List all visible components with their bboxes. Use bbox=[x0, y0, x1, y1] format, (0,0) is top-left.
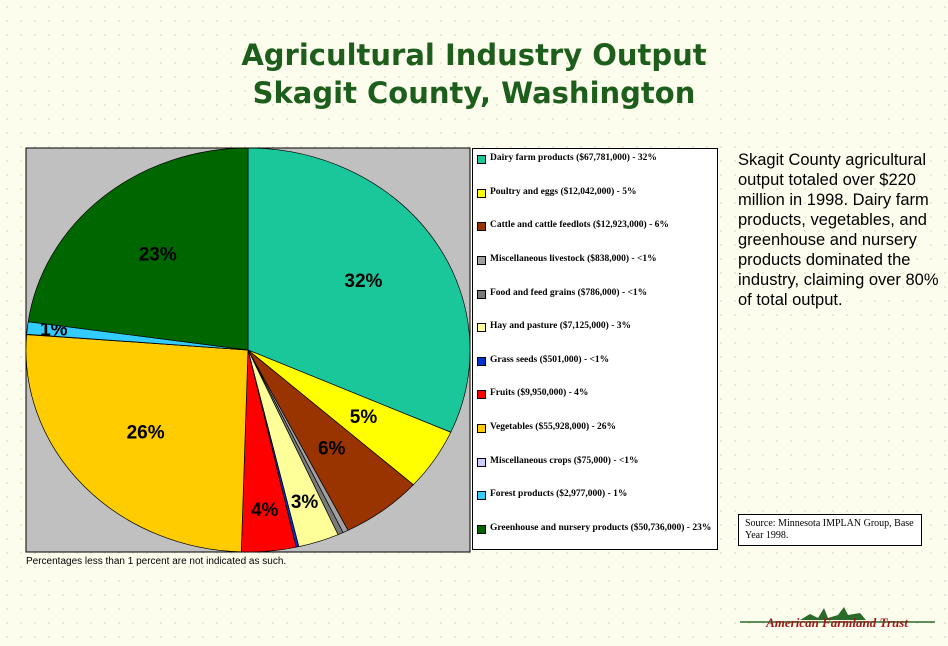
legend-label: Forest products ($2,977,000) - 1% bbox=[490, 489, 628, 500]
summary-text: Skagit County agricultural output totale… bbox=[738, 151, 939, 309]
legend-label: Dairy farm products ($67,781,000) - 32% bbox=[490, 153, 657, 163]
footnote: Percentages less than 1 percent are not … bbox=[26, 556, 287, 567]
legend-swatch bbox=[477, 457, 486, 467]
title: Skagit County, Washington bbox=[252, 76, 696, 110]
legend-item: Dairy farm products ($67,781,000) - 32% bbox=[476, 153, 714, 175]
legend-swatch bbox=[477, 289, 486, 299]
legend-item: Food and feed grains ($786,000) - <1% bbox=[476, 288, 714, 310]
legend-swatch bbox=[477, 491, 486, 501]
legend-swatch bbox=[477, 255, 486, 265]
legend-label: Miscellaneous livestock ($838,000) - <1% bbox=[490, 253, 657, 264]
legend-swatch bbox=[477, 222, 486, 232]
legend-item: Grass seeds ($501,000) - <1% bbox=[476, 355, 714, 377]
legend-label: Grass seeds ($501,000) - <1% bbox=[490, 354, 610, 365]
data-label: 6% bbox=[318, 438, 346, 459]
legend-swatch bbox=[477, 424, 486, 433]
pie-slice bbox=[247, 147, 471, 433]
logo-icon bbox=[800, 607, 866, 620]
legend-item: Hay and pasture ($7,125,000) - 3% bbox=[476, 321, 714, 343]
legend-item: Vegetables ($55,928,000) - 26% bbox=[476, 422, 714, 444]
legend: Dairy farm products ($67,781,000) - 32% P… bbox=[472, 148, 718, 550]
data-label: 4% bbox=[251, 500, 279, 521]
legend-label: Fruits ($9,950,000) - 4% bbox=[490, 388, 589, 399]
source-note: Source: Minnesota IMPLAN Group, Base Yea… bbox=[738, 514, 922, 546]
legend-swatch bbox=[477, 323, 486, 333]
data-label: 32% bbox=[344, 271, 382, 292]
legend-label: Greenhouse and nursery products ($50,736… bbox=[490, 522, 712, 533]
data-label: 5% bbox=[350, 407, 378, 428]
legend-label: Vegetables ($55,928,000) - 26% bbox=[490, 422, 617, 432]
data-label: 23% bbox=[139, 244, 177, 265]
legend-item: Poultry and eggs ($12,042,000) - 5% bbox=[476, 187, 714, 209]
legend-swatch bbox=[477, 390, 486, 400]
legend-label: Poultry and eggs ($12,042,000) - 5% bbox=[490, 186, 637, 197]
legend-swatch bbox=[477, 155, 486, 164]
legend-label: Miscellaneous crops ($75,000) - <1% bbox=[490, 455, 639, 466]
legend-swatch bbox=[477, 356, 486, 366]
legend-item: Miscellaneous livestock ($838,000) - <1% bbox=[476, 254, 714, 276]
legend-item: Greenhouse and nursery products ($50,736… bbox=[476, 523, 714, 545]
data-label: 26% bbox=[127, 423, 165, 444]
legend-item: Miscellaneous crops ($75,000) - <1% bbox=[476, 456, 714, 478]
title: Agricultural Industry Output bbox=[241, 38, 707, 72]
legend-item: Fruits ($9,950,000) - 4% bbox=[476, 388, 714, 410]
pie-slice bbox=[25, 334, 249, 553]
legend-swatch bbox=[477, 188, 486, 198]
legend-item: Forest products ($2,977,000) - 1% bbox=[476, 489, 714, 511]
pie-slice bbox=[27, 147, 249, 351]
logo-text: American Farmland Trust bbox=[766, 615, 908, 630]
legend-label: Hay and pasture ($7,125,000) - 3% bbox=[490, 321, 632, 332]
legend-label: Cattle and cattle feedlots ($12,923,000)… bbox=[490, 220, 669, 231]
data-label: 3% bbox=[291, 492, 319, 513]
legend-item: Cattle and cattle feedlots ($12,923,000)… bbox=[476, 220, 714, 242]
legend-label: Food and feed grains ($786,000) - <1% bbox=[490, 287, 648, 298]
legend-swatch bbox=[477, 524, 486, 534]
